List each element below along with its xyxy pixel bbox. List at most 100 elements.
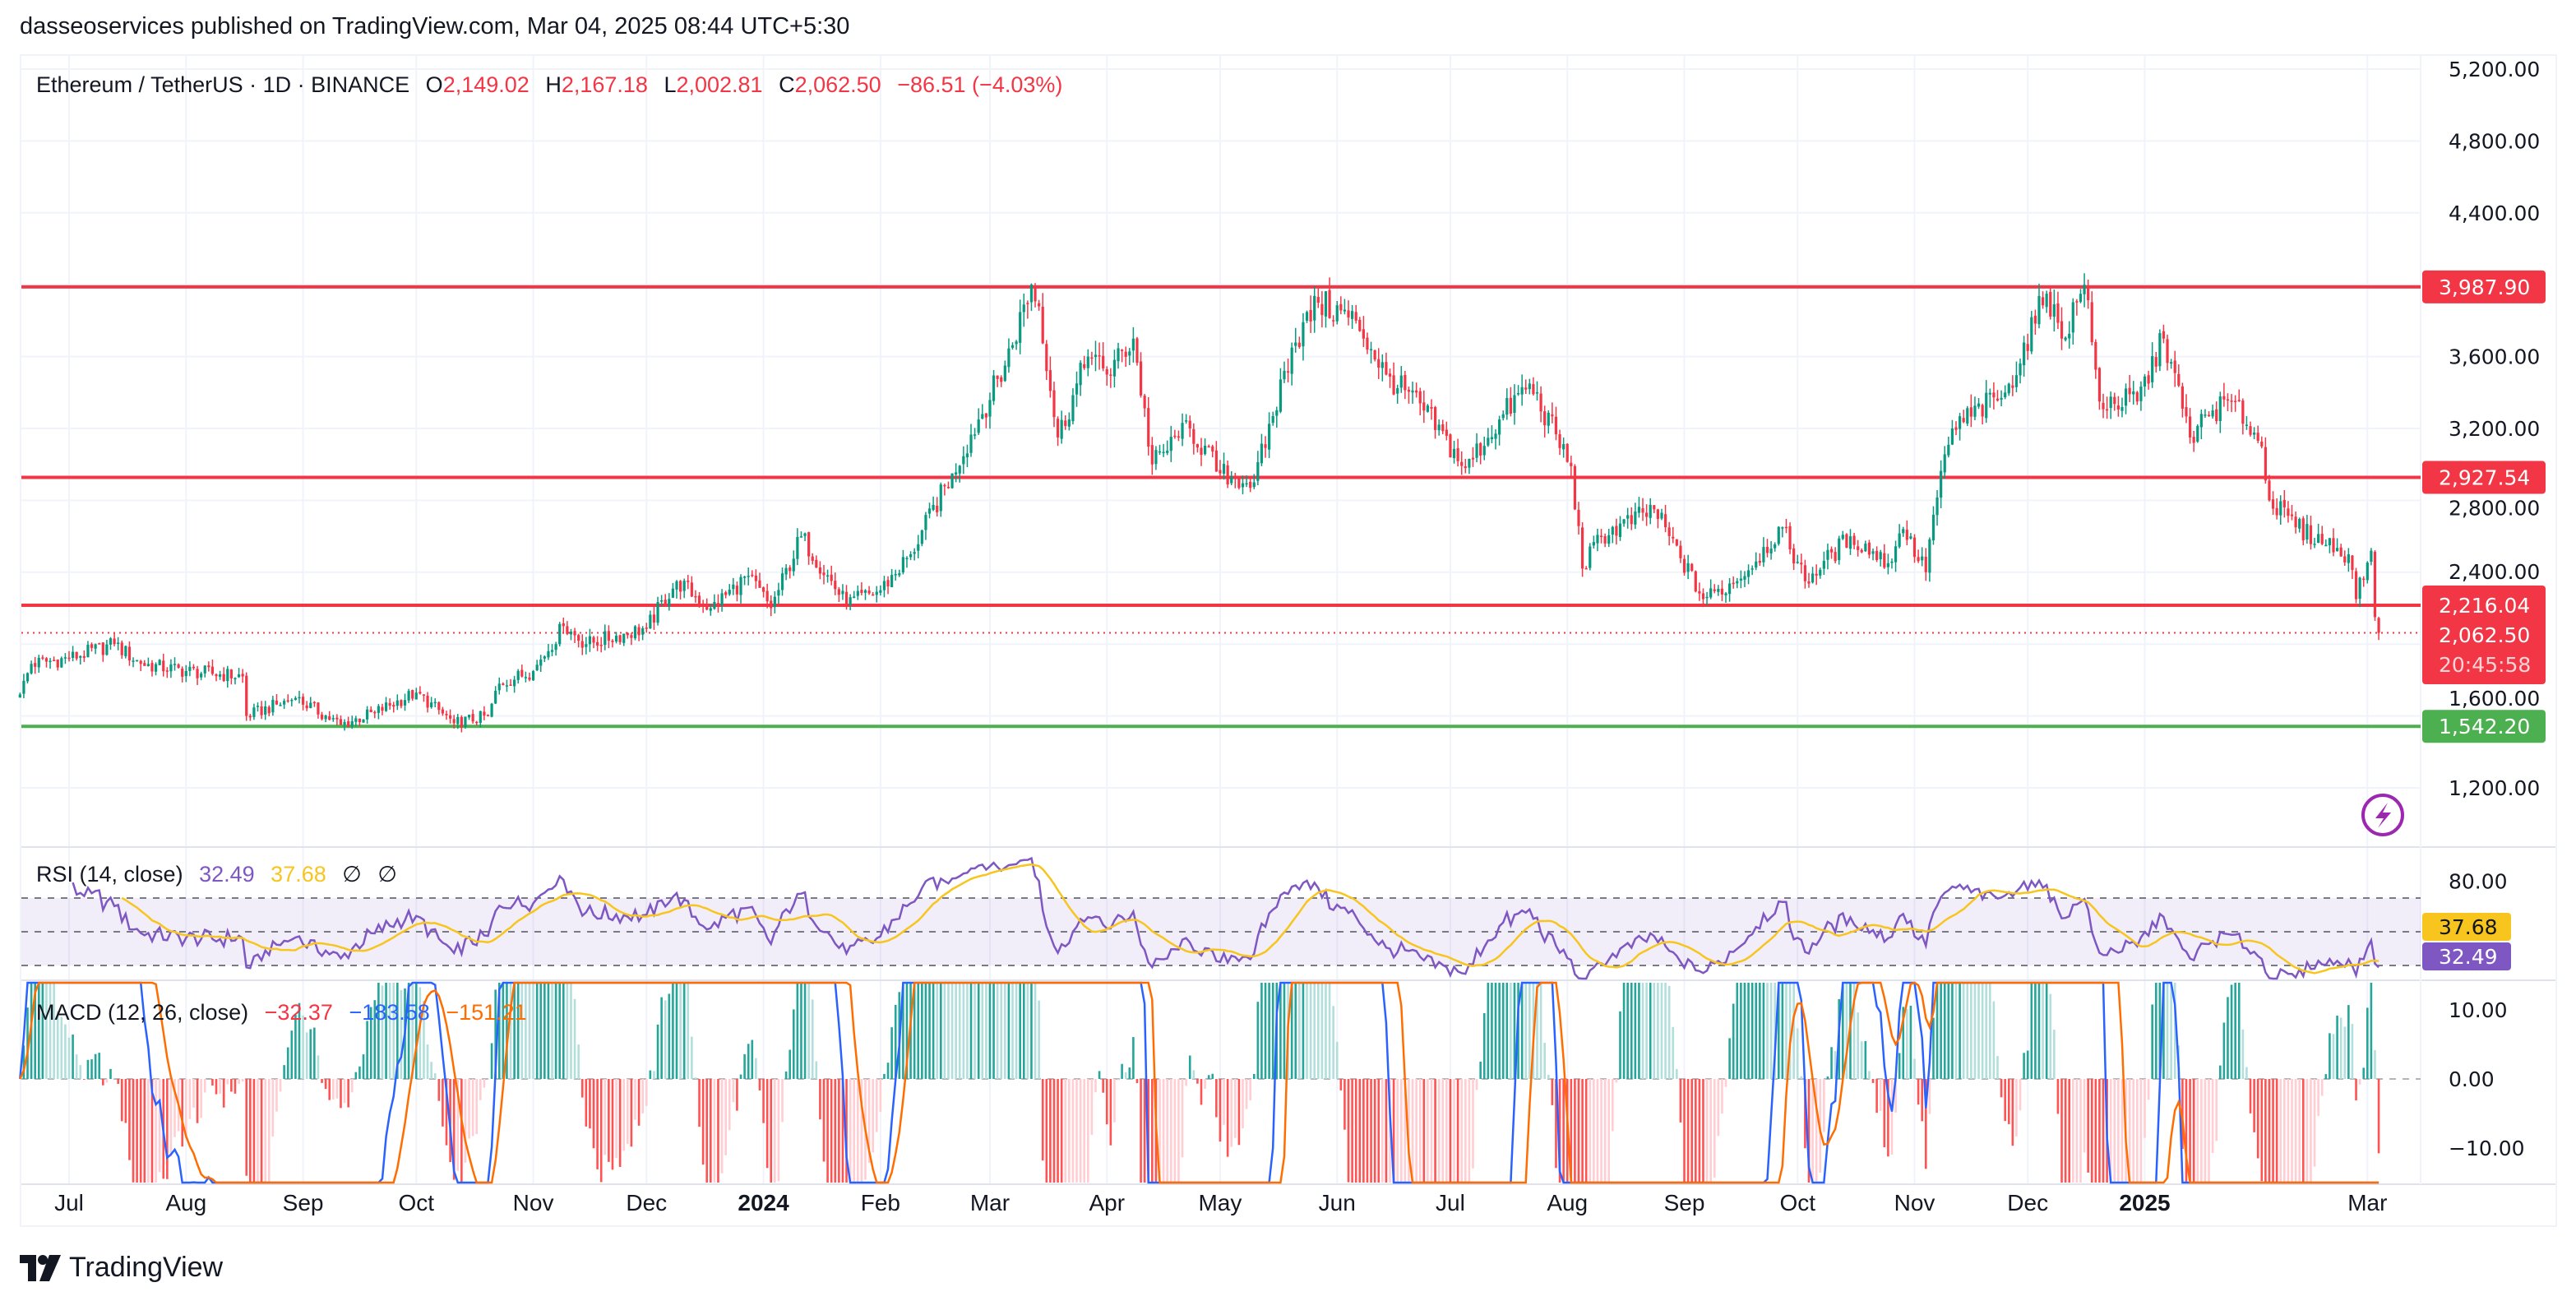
rsi-empty-2: ∅ [377,862,397,887]
candle [2366,561,2369,584]
candle [1445,421,1448,441]
macd-histogram-bar [618,1079,622,1167]
candle [286,694,289,703]
macd-histogram-bar [630,1079,633,1147]
macd-histogram-bar [75,1054,78,1079]
candle [1279,368,1282,414]
macd-histogram-bar [324,1079,327,1090]
main-legend: Ethereum / TetherUS · 1D · BINANCE O2,14… [36,72,1072,98]
macd-histogram-bar [1022,983,1025,1079]
candle [237,668,241,678]
time-tick-label: Mar [2347,1190,2387,1215]
alert-lightning-icon[interactable] [2361,794,2404,836]
candle [837,586,840,603]
macd-histogram-bar [1087,1079,1089,1183]
candle [1460,451,1464,475]
candle [1128,348,1131,365]
candle [2328,537,2332,553]
macd-histogram-bar [1109,1079,1112,1146]
candle [1543,405,1547,438]
macd-histogram-bar [1128,1067,1131,1079]
macd-histogram-bar [456,1079,460,1171]
rsi-title[interactable]: RSI (14, close) [36,862,183,887]
level-price-tag [2422,710,2546,743]
macd-histogram-bar [1890,1079,1894,1155]
candle [1252,474,1256,489]
macd-histogram-bar [774,1079,776,1183]
macd-histogram-bar [627,1079,629,1145]
candle [1347,300,1350,326]
macd-histogram-bar [509,983,512,1079]
macd-histogram-bar [2234,983,2236,1079]
candle [1758,553,1761,567]
macd-histogram-bar [1510,983,1512,1079]
macd-histogram-bar [969,983,973,1079]
candle [132,657,135,668]
macd-histogram-bar [1985,983,1988,1079]
candle [1924,548,1927,581]
candle [124,645,127,659]
macd-histogram-bar [1302,983,1305,1079]
macd-histogram-bar [1792,983,1795,1079]
candle [448,709,452,724]
macd-histogram-bar [294,1014,297,1079]
macd-histogram-bar [962,983,965,1079]
candle [1399,366,1403,393]
candle [1603,533,1607,548]
candles [18,273,2380,733]
candle [1698,582,1701,601]
candle [1358,317,1362,332]
candle [437,701,441,715]
candle [1928,537,1931,582]
macd-histogram-bar [264,1079,266,1183]
candle [2033,309,2037,336]
candle [841,584,844,600]
macd-histogram-bar [1762,983,1765,1079]
macd-histogram-bar [615,1079,617,1159]
macd-histogram-bar [1842,983,1844,1079]
candle [320,711,324,721]
macd-histogram-bar [238,1079,240,1085]
rsi-ma-tag [2422,913,2511,941]
candle [690,576,693,598]
macd-histogram-bar [497,983,501,1079]
candle [927,502,932,519]
candle [71,646,75,662]
candle [1883,544,1886,569]
close-value: 2,062.50 [794,72,881,97]
candle [486,714,490,717]
macd-histogram-bar [1800,1076,1803,1079]
candle [312,701,316,707]
macd-histogram-bar [1539,983,1542,1079]
macd-histogram-bar [2011,1079,2014,1146]
candle [1313,286,1316,333]
macd-histogram-bar [2000,1079,2003,1098]
high-label: H [545,72,562,97]
candle [1294,327,1297,353]
candle [2290,504,2294,521]
candle [146,657,150,667]
candle [1713,584,1716,594]
macd-histogram-bar [26,1007,29,1079]
macd-histogram-bar [917,983,920,1079]
macd-histogram-bar [641,1079,644,1113]
macd-histogram-bar [2144,1079,2146,1138]
symbol-title[interactable]: Ethereum / TetherUS · 1D · BINANCE [36,72,410,97]
macd-histogram-bar [1834,1051,1837,1079]
candle [1173,429,1177,439]
macd-histogram-bar [1124,1072,1127,1079]
candle [1551,402,1554,424]
macd-histogram-bar [2283,1079,2286,1183]
candle [2064,336,2067,342]
macd-histogram-bar [1902,1007,1905,1079]
macd-title[interactable]: MACD (12, 26, close) [36,1000,249,1025]
macd-histogram-bar [1759,983,1761,1079]
macd-histogram-bar [1479,1061,1482,1079]
macd-histogram-bar [1482,1013,1486,1079]
tradingview-logo[interactable]: TradingView [20,1252,223,1284]
candle [2188,408,2192,444]
macd-histogram-bar [1328,983,1331,1079]
macd-histogram-bar [90,1059,93,1079]
macd-histogram-bar [1977,983,1980,1079]
